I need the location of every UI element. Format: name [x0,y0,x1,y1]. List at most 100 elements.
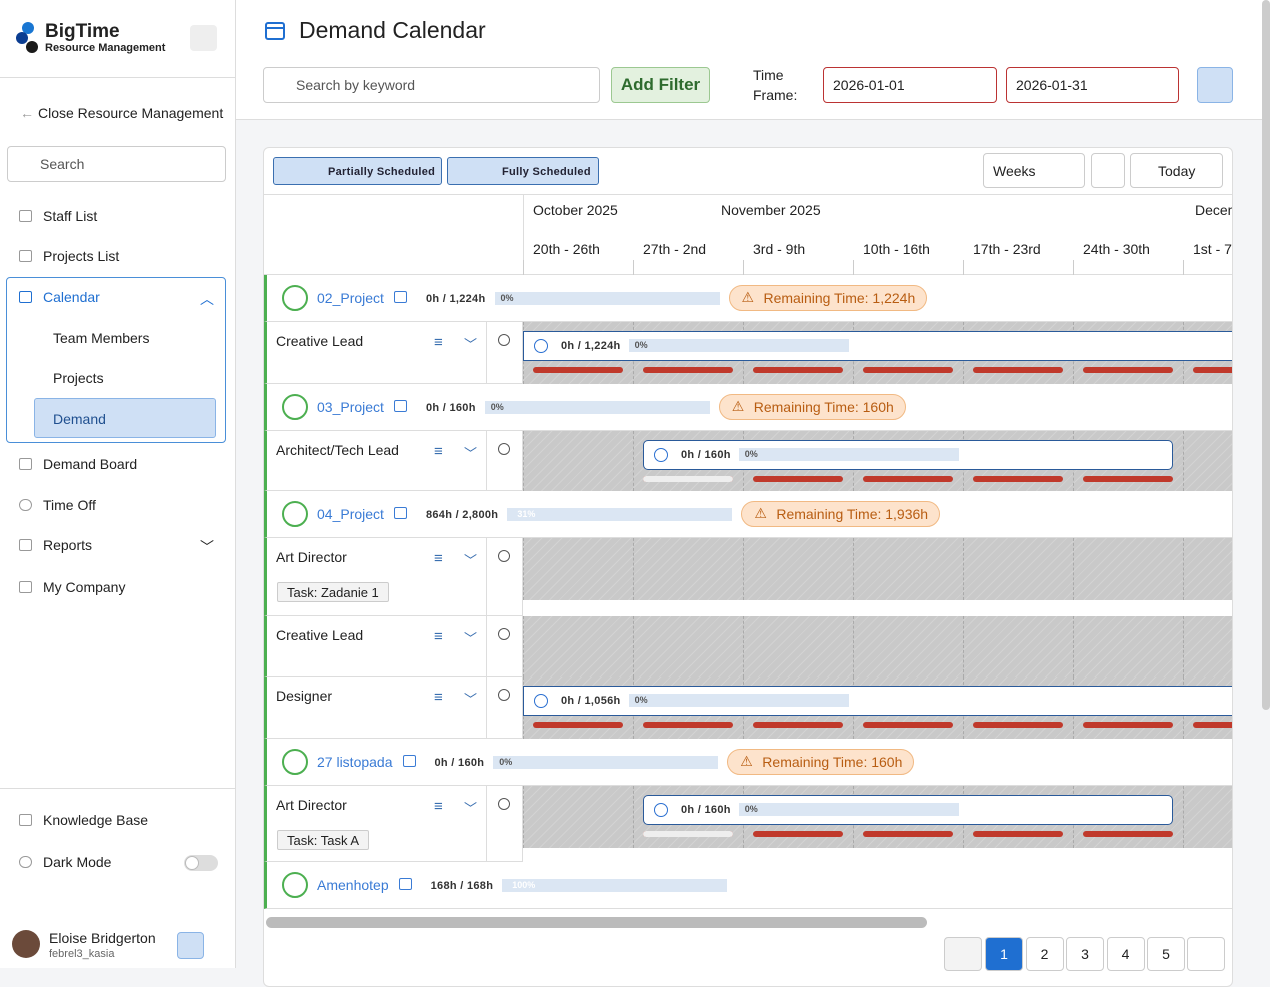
nav-subitem[interactable]: Team Members [53,330,150,346]
collapse-button[interactable] [190,25,217,51]
role-expand[interactable]: ﹀ [464,631,478,646]
project-name[interactable]: Amenhotep [317,877,389,893]
open-icon[interactable] [393,291,407,303]
nav-item[interactable]: My Company [43,579,126,595]
page-button[interactable]: 3 [1066,937,1104,971]
week-tick [633,260,634,275]
user-menu[interactable] [177,932,204,959]
page-button[interactable]: 4 [1106,937,1145,971]
page-prev[interactable] [944,937,982,971]
open-icon[interactable] [402,755,416,767]
timeline: 0h / 160h 0% [523,431,1232,491]
assign-icon[interactable] [498,443,510,455]
logo [16,22,38,53]
dark-mode-toggle[interactable] [184,855,218,871]
assign-icon[interactable] [498,798,510,810]
progress-bar: 0% [628,694,849,707]
page-next[interactable] [1187,937,1225,971]
demand-bar [1193,367,1232,373]
warning-icon: ⚠ [740,753,753,769]
project-name[interactable]: 27 listopada [317,754,393,770]
start-date[interactable]: 2026-01-01 [823,67,997,103]
calendar-group [6,277,226,443]
nav-item[interactable]: Demand Board [43,456,138,472]
demand-bar [973,722,1063,728]
week-label: 1st - 7th [1193,241,1232,257]
open-icon[interactable] [393,507,407,519]
week-divider [743,538,744,600]
month-label: October 2025 [533,202,618,218]
assign-icon[interactable] [498,550,510,562]
filter-chip[interactable]: Partially Scheduled [273,157,442,185]
role-menu[interactable]: ≡ [434,334,443,351]
role-menu[interactable]: ≡ [434,550,443,567]
sidebar-search[interactable]: Search [7,146,226,182]
today-button[interactable]: Today [1130,153,1223,188]
time-frame-label: Time Frame: [753,67,798,103]
project-name[interactable]: 02_Project [317,290,384,306]
timeline-strip [523,848,1232,862]
progress-bar: 0% [494,292,720,305]
view-select[interactable]: Weeks [983,153,1085,188]
week-divider [523,431,524,491]
brand-name: BigTime [45,21,120,42]
icon-column [486,677,523,739]
role-menu[interactable]: ≡ [434,798,443,815]
icon [19,458,32,470]
back-link[interactable]: Close Resource Management [38,105,224,121]
open-icon[interactable] [398,878,412,890]
nav-item[interactable]: Projects List [43,248,120,264]
week-tick [523,260,524,275]
progress-bar: 0% [493,756,719,769]
demand-box: 0h / 160h 0% [643,440,1173,470]
footer-item[interactable]: Knowledge Base [43,812,149,828]
role-menu[interactable]: ≡ [434,689,443,706]
page-button[interactable]: 1 [985,937,1023,971]
role-menu[interactable]: ≡ [434,628,443,645]
menu-button[interactable] [1197,67,1233,103]
keyword-search[interactable]: Search by keyword [263,67,600,103]
role-expand[interactable]: ﹀ [464,553,478,568]
end-date[interactable]: 2026-01-31 [1006,67,1179,103]
nav-item[interactable]: Reports [43,537,93,553]
role-expand[interactable]: ﹀ [464,692,478,707]
icon-column [486,322,523,384]
assign-icon[interactable] [498,334,510,346]
user-handle: febrel3_kasia [49,948,115,960]
role-expand[interactable]: ﹀ [464,337,478,352]
progress-label: 0% [490,402,504,412]
warning-icon: ⚠ [754,505,767,521]
filter-chip[interactable]: Fully Scheduled [447,157,599,185]
week-divider [633,786,634,848]
demand-bar [1193,722,1232,728]
active-item [34,398,216,438]
chevron: ﹀ [200,539,214,555]
role-row: Art Director ≡ ﹀ Task: Zadanie 1 [264,538,1232,616]
progress-label: 0% [500,293,514,303]
progress-label: 0% [744,449,758,459]
nav-item[interactable]: Staff List [43,208,98,224]
project-name[interactable]: 04_Project [317,506,384,522]
nav-item[interactable]: Time Off [43,497,96,513]
page-button[interactable]: 2 [1025,937,1064,971]
role-expand[interactable]: ﹀ [464,446,478,461]
icon-column [486,431,523,491]
nav-subitem[interactable]: Projects [53,370,104,386]
date-picker[interactable] [1091,153,1125,188]
role-expand[interactable]: ﹀ [464,801,478,816]
role-menu[interactable]: ≡ [434,443,443,460]
role-name: Designer [276,688,333,704]
role-row: Creative Lead ≡ ﹀ [264,616,1232,677]
page-button[interactable]: 5 [1147,937,1185,971]
footer-item[interactable]: Dark Mode [43,854,112,870]
assign-icon[interactable] [498,689,510,701]
open-icon[interactable] [393,400,407,412]
week-divider [1183,616,1184,677]
status-circle [282,285,308,311]
assign-icon[interactable] [498,628,510,640]
month-label: December [1195,202,1232,218]
add-filter-button[interactable]: Add Filter [611,67,710,103]
project-name[interactable]: 03_Project [317,399,384,415]
nav-subitem[interactable]: Demand [53,411,106,427]
nav-item[interactable]: Calendar [43,289,100,305]
